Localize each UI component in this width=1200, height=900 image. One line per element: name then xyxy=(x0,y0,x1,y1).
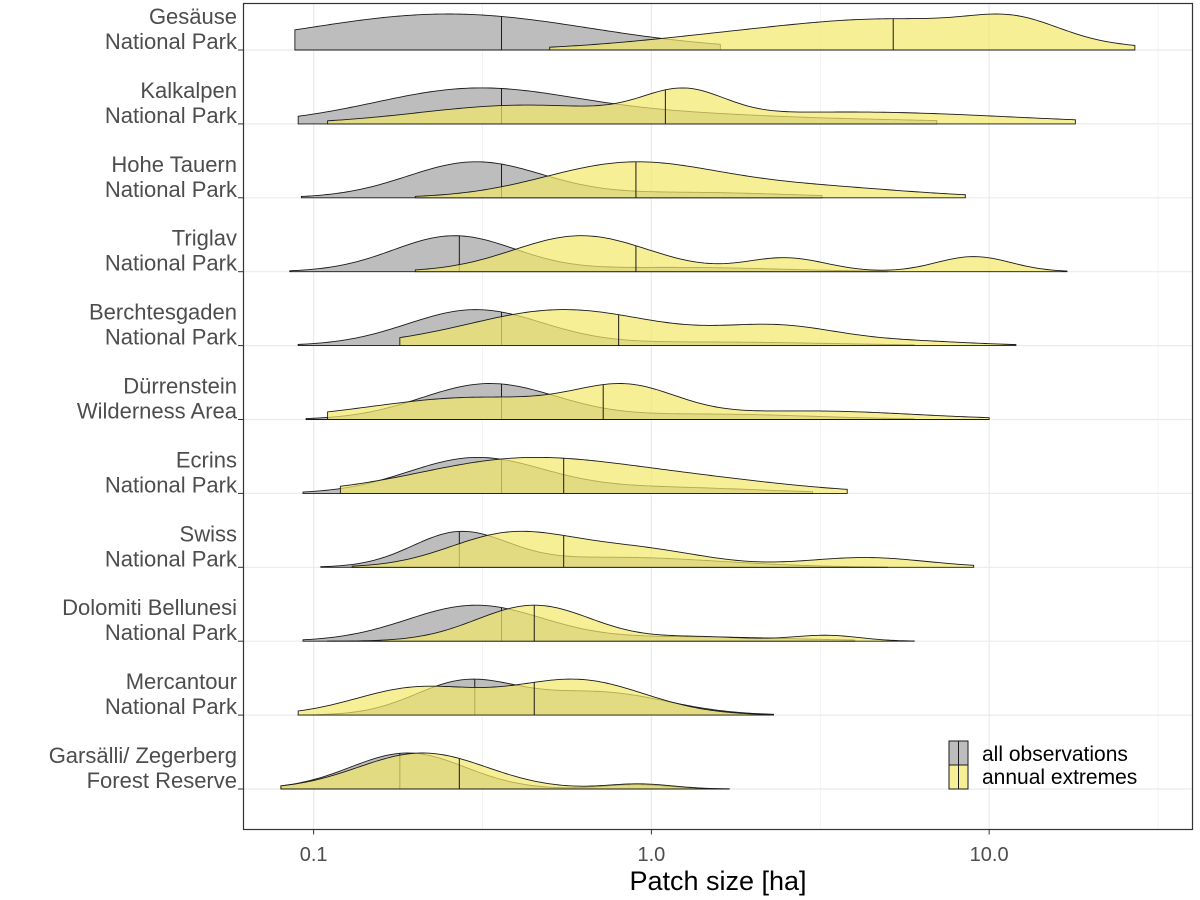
site-label-line1-1: Kalkalpen xyxy=(140,78,237,103)
x-tick-label-0: 0.1 xyxy=(300,844,328,866)
legend-label-all-observations: all observations xyxy=(982,743,1128,766)
x-tick-label-1: 1.0 xyxy=(637,844,665,866)
legend-label-annual-extremes: annual extremes xyxy=(982,766,1137,789)
site-label-line2-7: National Park xyxy=(105,546,238,571)
density-ext-5 xyxy=(327,383,990,420)
x-axis-ticks: 0.1 1.0 10.0 xyxy=(300,829,1009,866)
density-ext-8 xyxy=(327,604,915,642)
site-label-line1-5: Dürrenstein xyxy=(123,374,237,399)
legend: all observations annual extremes xyxy=(948,740,1137,790)
density-ext-2 xyxy=(414,161,966,199)
site-label-line1-3: Triglav xyxy=(172,226,237,251)
ridge-row-6 xyxy=(302,456,848,494)
site-label-line1-2: Hohe Tauern xyxy=(111,152,237,177)
site-label-line1-8: Dolomiti Bellunesi xyxy=(62,595,237,620)
ridge-row-2 xyxy=(300,161,966,199)
site-label-line2-2: National Park xyxy=(105,177,238,202)
density-ridges xyxy=(280,13,1136,790)
site-label-line2-10: Forest Reserve xyxy=(87,768,237,793)
ridge-row-9 xyxy=(297,678,775,716)
site-label-line2-9: National Park xyxy=(105,694,238,719)
ridge-row-8 xyxy=(302,604,915,642)
site-label-line1-9: Mercantour xyxy=(126,669,237,694)
site-label-line2-5: Wilderness Area xyxy=(77,399,238,424)
site-label-line1-7: Swiss xyxy=(180,521,237,546)
x-axis-title: Patch size [ha] xyxy=(629,866,806,896)
ridge-row-1 xyxy=(297,87,1076,125)
density-ext-0 xyxy=(549,13,1136,51)
ridge-row-4 xyxy=(297,309,1017,347)
site-label-line2-1: National Park xyxy=(105,103,238,128)
density-ext-6 xyxy=(339,456,848,494)
density-ext-1 xyxy=(327,87,1076,125)
ridge-row-0 xyxy=(294,13,1136,51)
site-label-line1-10: Garsälli/ Zegerberg xyxy=(49,743,237,768)
site-label-line2-3: National Park xyxy=(105,251,238,276)
density-ext-9 xyxy=(297,678,775,716)
plot-border xyxy=(242,2,1194,831)
site-label-line1-6: Ecrins xyxy=(176,447,237,472)
site-label-line1-4: Berchtesgaden xyxy=(89,300,237,325)
ridge-row-10 xyxy=(280,752,730,790)
density-all-0 xyxy=(294,13,721,51)
site-label-line2-0: National Park xyxy=(105,29,238,54)
density-ext-4 xyxy=(399,309,1017,347)
ridge-row-3 xyxy=(289,235,1068,273)
density-ext-10 xyxy=(280,752,730,790)
density-ext-7 xyxy=(351,530,975,568)
ridge-row-7 xyxy=(320,530,975,568)
site-label-line2-6: National Park xyxy=(105,472,238,497)
density-ext-3 xyxy=(414,235,1068,273)
site-label-line2-8: National Park xyxy=(105,620,238,645)
x-tick-label-2: 10.0 xyxy=(970,844,1009,866)
site-label-line2-4: National Park xyxy=(105,325,238,350)
site-label-line1-0: Gesäuse xyxy=(149,4,237,29)
ridge-row-5 xyxy=(305,383,990,420)
